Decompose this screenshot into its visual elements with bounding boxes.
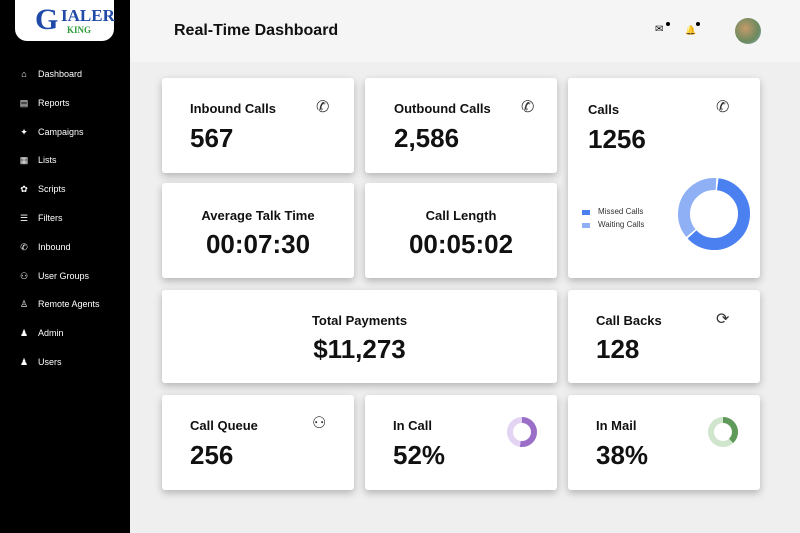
- report-icon: ▤: [19, 97, 29, 108]
- sidebar-item-campaigns[interactable]: ✦ Campaigns: [18, 126, 84, 138]
- legend-missed-calls: Missed Calls: [582, 207, 643, 217]
- card-value: 2,586: [394, 123, 460, 153]
- average-talk-time-card[interactable]: Average Talk Time 00:07:30: [162, 183, 354, 278]
- bell-icon[interactable]: 🔔: [685, 25, 697, 35]
- card-value: 38%: [596, 440, 649, 470]
- total-payments-card[interactable]: Total Payments $11,273: [162, 290, 557, 383]
- sidebar-item-filters[interactable]: ☰ Filters: [18, 213, 63, 224]
- campaigns-icon: ✦: [20, 126, 28, 137]
- filters-icon: ☰: [19, 213, 29, 223]
- sidebar-item-remote-agents[interactable]: ♙ Remote Agents: [18, 299, 100, 310]
- user-icon: ♟: [19, 357, 29, 367]
- incoming-call-icon: ✆: [316, 99, 330, 116]
- sidebar-item-label: Dashboard: [38, 69, 83, 79]
- sidebar-item-lists[interactable]: ▦ Lists: [18, 155, 57, 166]
- sidebar-item-admin[interactable]: ♟ Admin: [18, 328, 64, 339]
- bell-notification-dot: [696, 22, 700, 26]
- sidebar-item-label: User Groups: [38, 270, 90, 281]
- donut-slice-waiting-calls: [678, 178, 750, 250]
- header: Real-Time Dashboard ✉ 🔔: [130, 0, 800, 62]
- logo[interactable]: G IALER KING: [15, 0, 115, 41]
- sidebar-item-label: Campaigns: [38, 126, 84, 137]
- donut-fill: [708, 417, 738, 447]
- group-icon: ⚇: [312, 415, 327, 432]
- logo-text: IALER: [61, 6, 115, 25]
- sidebar-item-inbound[interactable]: ✆ Inbound: [18, 241, 71, 253]
- card-value: 256: [190, 440, 234, 470]
- outgoing-call-icon: ✆: [521, 99, 535, 116]
- logo-subtext: KING: [67, 25, 92, 35]
- calls-donut-chart: [678, 178, 750, 250]
- sidebar-item-users[interactable]: ♟ Users: [18, 357, 62, 368]
- card-label: Total Payments: [311, 313, 408, 328]
- logo-mark: G: [35, 3, 59, 36]
- phone-ring-icon: ✆: [716, 99, 730, 116]
- call-length-card[interactable]: Call Length 00:05:02: [365, 183, 557, 278]
- sidebar-item-label: Scripts: [38, 184, 66, 195]
- card-value: 128: [596, 334, 640, 364]
- sidebar: G IALER KING ⌂ Dashboard ▤ Reports ✦ Campaign…: [0, 0, 130, 533]
- sidebar-item-user-groups[interactable]: ⚇ User Groups: [18, 271, 89, 282]
- card-label: In Call: [393, 418, 433, 433]
- sidebar-item-label: Remote Agents: [38, 299, 100, 310]
- scripts-icon: ✿: [20, 184, 28, 195]
- user-groups-icon: ⚇: [19, 270, 29, 281]
- admin-icon: ♟: [19, 328, 29, 339]
- card-label: Outbound Calls: [394, 101, 491, 116]
- donut-fill: [507, 417, 537, 447]
- call-queue-card[interactable]: Call Queue 256 ⚇: [162, 395, 354, 490]
- card-label: Call Backs: [596, 313, 662, 328]
- card-value: 00:05:02: [408, 229, 514, 259]
- in-mail-donut: [708, 417, 738, 447]
- sidebar-item-label: Inbound: [38, 241, 71, 252]
- call-backs-card[interactable]: Call Backs 128 ⟳: [568, 290, 760, 383]
- home-icon: ⌂: [21, 69, 27, 79]
- card-label: Calls: [588, 102, 620, 117]
- in-call-donut: [507, 417, 537, 447]
- mail-notification-dot: [666, 22, 670, 26]
- calls-card[interactable]: Calls 1256 ✆ Missed Calls Waiting Calls: [568, 78, 760, 278]
- card-value: 00:07:30: [205, 229, 311, 259]
- card-label: Inbound Calls: [190, 101, 276, 116]
- avatar[interactable]: [735, 18, 761, 44]
- in-mail-card[interactable]: In Mail 38%: [568, 395, 760, 490]
- sidebar-item-label: Reports: [38, 97, 70, 108]
- remote-agents-icon: ♙: [19, 299, 29, 310]
- donut-slice-missed-calls: [678, 178, 750, 250]
- card-label: Call Queue: [190, 418, 258, 433]
- card-value: 52%: [393, 440, 446, 470]
- sidebar-item-scripts[interactable]: ✿ Scripts: [18, 184, 66, 195]
- sidebar-item-label: Users: [38, 357, 62, 367]
- mail-icon[interactable]: ✉: [655, 24, 664, 35]
- card-value: 567: [190, 123, 234, 153]
- sidebar-item-label: Filters: [38, 213, 63, 223]
- legend-waiting-calls: Waiting Calls: [582, 220, 644, 230]
- sidebar-item-label: Admin: [38, 328, 64, 339]
- sidebar-item-label: Lists: [38, 155, 57, 166]
- list-icon: ▦: [19, 155, 29, 166]
- inbound-calls-card[interactable]: Inbound Calls 567 ✆: [162, 78, 354, 173]
- sidebar-item-dashboard[interactable]: ⌂ Dashboard: [18, 69, 82, 80]
- phone-icon: ✆: [20, 241, 28, 252]
- refresh-icon: ⟳: [716, 311, 730, 328]
- page-title: Real-Time Dashboard: [174, 22, 339, 39]
- in-call-card[interactable]: In Call 52%: [365, 395, 557, 490]
- card-label: Average Talk Time: [201, 208, 315, 223]
- card-value: $11,273: [313, 334, 406, 364]
- card-label: Call Length: [425, 208, 497, 223]
- sidebar-item-reports[interactable]: ▤ Reports: [18, 98, 70, 109]
- card-label: In Mail: [596, 418, 637, 433]
- card-value: 1256: [588, 124, 646, 154]
- outbound-calls-card[interactable]: Outbound Calls 2,586 ✆: [365, 78, 557, 173]
